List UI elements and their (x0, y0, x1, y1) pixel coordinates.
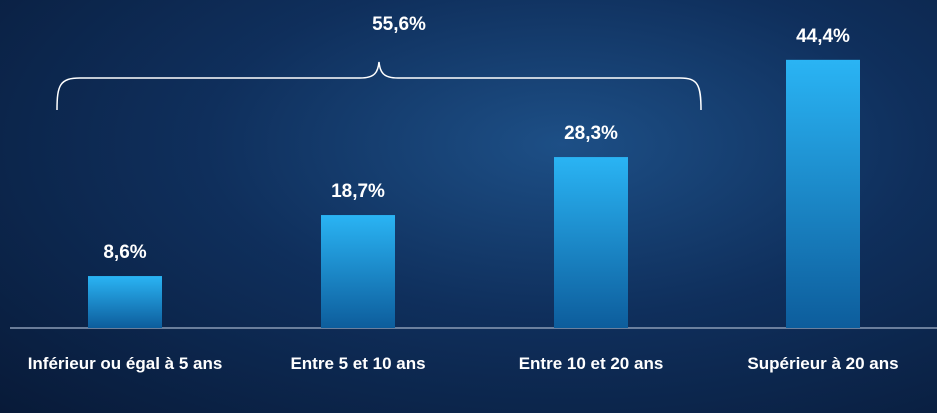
x-tick-label: Entre 10 et 20 ans (518, 354, 664, 373)
bar (786, 59, 860, 328)
value-label: 8,6% (103, 242, 146, 263)
value-label: 18,7% (331, 181, 385, 202)
x-tick-label: Entre 5 et 10 ans (290, 354, 426, 373)
brace (56, 61, 702, 111)
bar (88, 276, 162, 328)
x-tick-label: Supérieur à 20 ans (747, 354, 899, 373)
value-label: 44,4% (796, 26, 850, 47)
value-label: 28,3% (564, 123, 618, 144)
bar (554, 157, 628, 328)
x-tick-label: Inférieur ou égal à 5 ans (27, 354, 223, 373)
bar (321, 215, 395, 328)
annotation-label: 55,6% (372, 14, 426, 35)
